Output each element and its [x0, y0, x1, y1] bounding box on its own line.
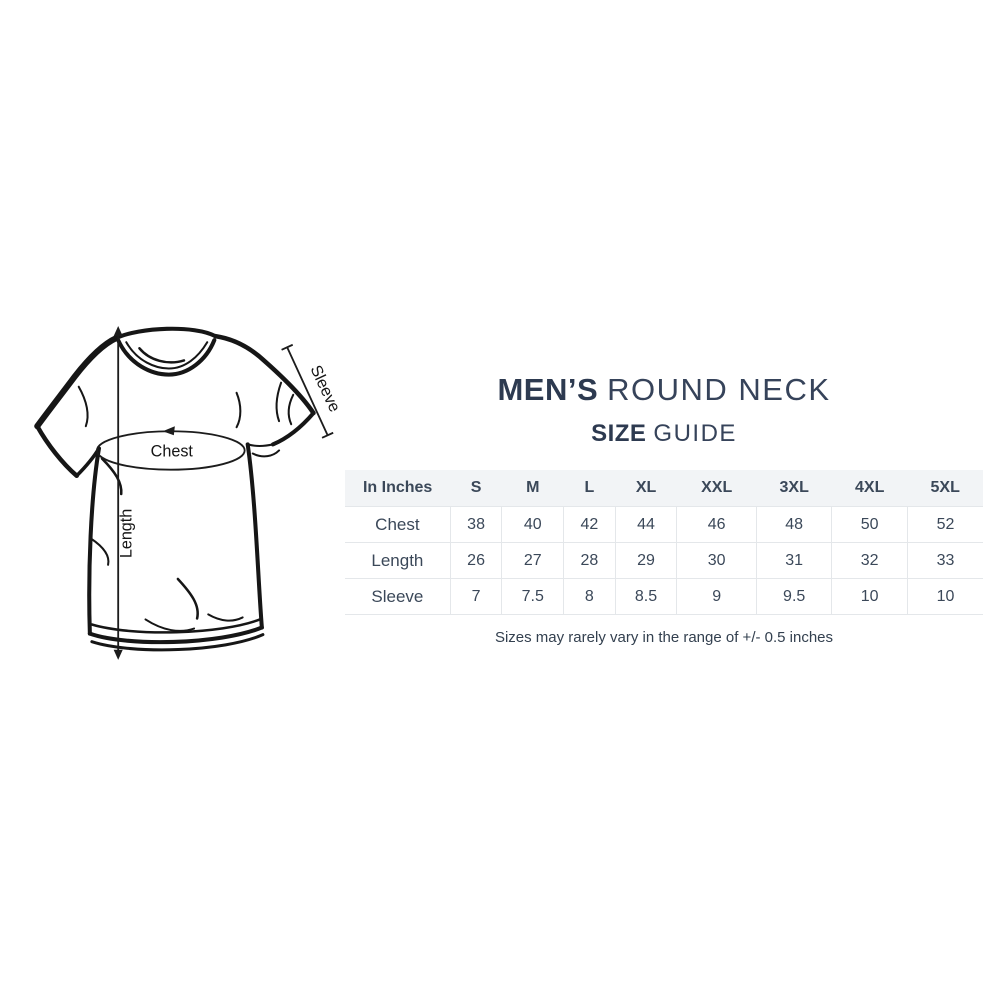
size-cell: 31 — [755, 542, 832, 579]
size-cell: 9 — [676, 578, 757, 615]
size-cell: 52 — [906, 506, 983, 543]
size-cell: 27 — [501, 542, 564, 579]
chest-label: Chest — [151, 443, 194, 461]
page-subtitle: SIZE GUIDE — [345, 419, 983, 449]
size-column-header: XL — [615, 470, 677, 507]
size-cell: 7 — [449, 578, 502, 615]
unit-header: In Inches — [345, 470, 451, 507]
size-cell: 7.5 — [501, 578, 564, 615]
size-table: In Inches S M L XL XXL 3XL 4XL 5XL Chest… — [345, 470, 983, 615]
arrowhead-up-icon — [113, 326, 123, 337]
sleeve-measure-cap-bottom — [321, 431, 334, 439]
size-column-header: 4XL — [831, 470, 908, 507]
subtitle-emphasis: SIZE — [591, 420, 647, 447]
size-cell: 29 — [614, 542, 677, 579]
size-column-header: S — [450, 470, 502, 507]
table-row-sleeve: Sleeve 7 7.5 8 8.5 9 9.5 10 10 — [345, 578, 983, 615]
sleeve-measure-line — [286, 346, 329, 436]
size-column-header: L — [563, 470, 616, 507]
size-cell: 46 — [676, 506, 757, 543]
size-column-header: 5XL — [907, 470, 983, 507]
size-cell: 8.5 — [614, 578, 677, 615]
size-column-header: 3XL — [756, 470, 832, 507]
size-cell: 44 — [614, 506, 677, 543]
size-cell: 38 — [449, 506, 502, 543]
size-cell: 8 — [563, 578, 616, 615]
size-cell: 26 — [449, 542, 502, 579]
sleeve-measure-cap-top — [281, 343, 294, 351]
title-style: ROUND NECK — [607, 372, 831, 407]
size-guide-panel: MEN’S ROUND NECK SIZE GUIDE In Inches S M … — [345, 372, 983, 646]
size-cell: 42 — [563, 506, 616, 543]
size-cell: 30 — [676, 542, 757, 579]
size-cell: 10 — [831, 578, 908, 615]
tshirt-measurement-diagram: Chest Length Sleeve — [26, 324, 350, 668]
subtitle-rest: GUIDE — [653, 420, 737, 447]
size-cell: 48 — [755, 506, 832, 543]
tshirt-sketch: Chest Length Sleeve — [34, 326, 344, 660]
sleeve-label: Sleeve — [306, 362, 343, 414]
size-cell: 32 — [831, 542, 908, 579]
row-label: Length — [345, 542, 451, 579]
tshirt-outline — [34, 326, 316, 652]
size-table-header-row: In Inches S M L XL XXL 3XL 4XL 5XL — [345, 470, 983, 507]
row-label: Chest — [345, 506, 451, 543]
table-row-length: Length 26 27 28 29 30 31 32 33 — [345, 542, 983, 579]
size-cell: 40 — [501, 506, 564, 543]
size-cell: 28 — [563, 542, 616, 579]
table-row-chest: Chest 38 40 42 44 46 48 50 52 — [345, 506, 983, 543]
title-category: MEN’S — [497, 372, 599, 407]
size-cell: 10 — [906, 578, 983, 615]
page-title: MEN’S ROUND NECK — [345, 372, 983, 408]
size-column-header: M — [501, 470, 564, 507]
size-column-header: XXL — [676, 470, 757, 507]
size-cell: 50 — [831, 506, 908, 543]
size-cell: 33 — [906, 542, 983, 579]
arrowhead-left-icon — [162, 426, 175, 436]
size-cell: 9.5 — [755, 578, 832, 615]
size-variance-note: Sizes may rarely vary in the range of +/… — [494, 629, 834, 646]
length-label: Length — [117, 509, 135, 558]
row-label: Sleeve — [345, 578, 451, 615]
arrowhead-down-icon — [113, 649, 123, 660]
